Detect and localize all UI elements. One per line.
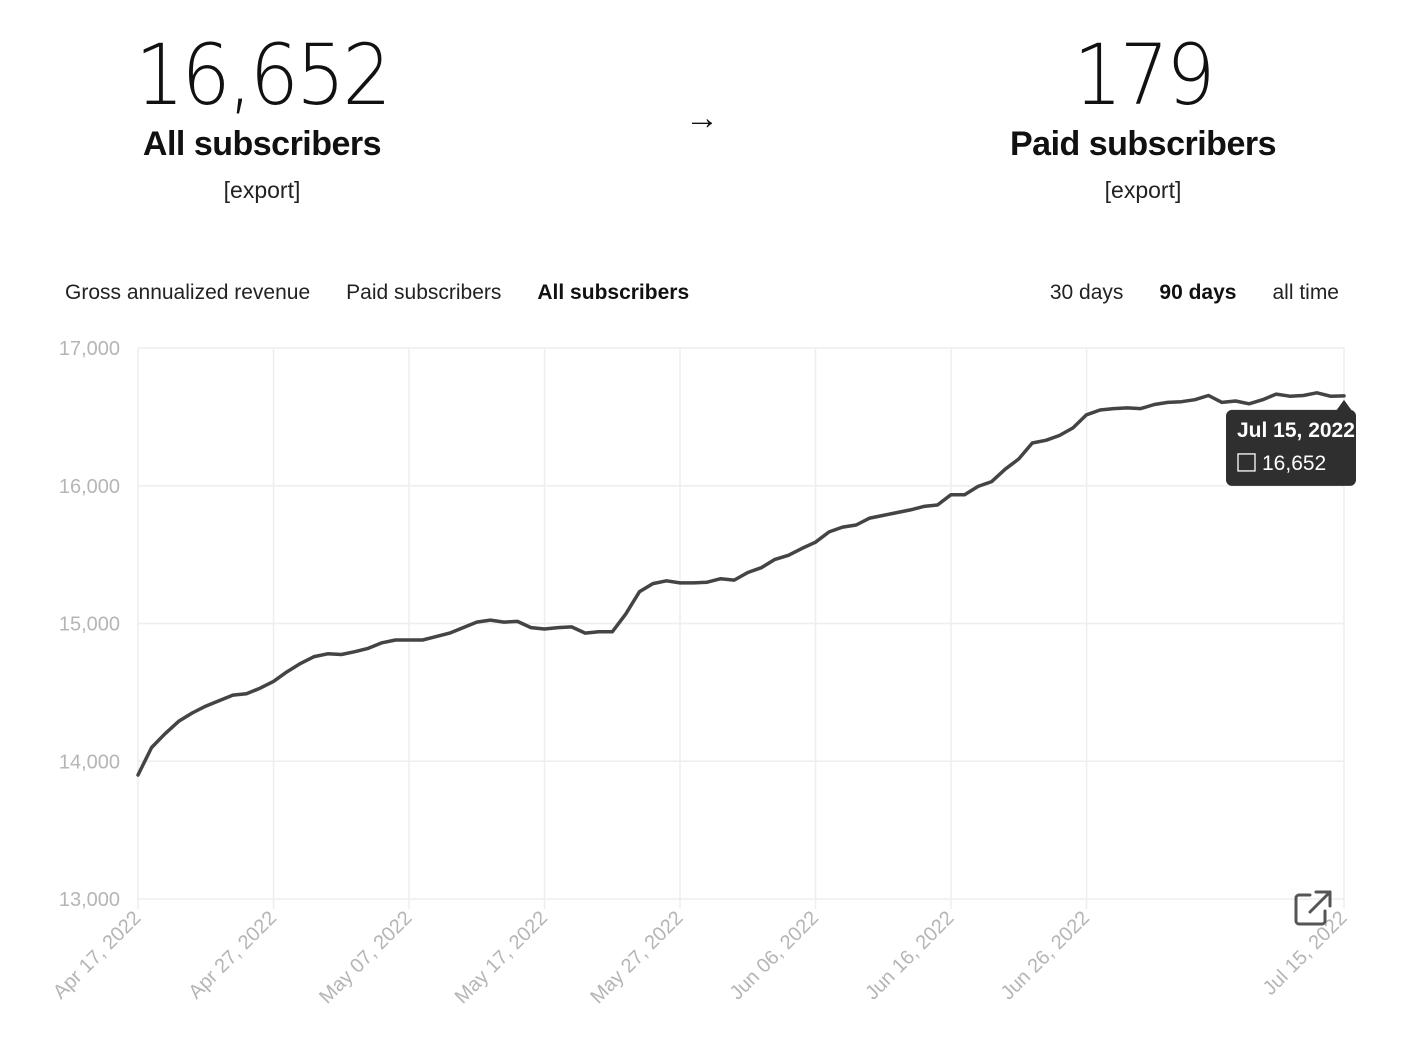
x-axis-ticks: Apr 17, 2022 Apr 27, 2022 May 07, 2022 May …	[49, 907, 1352, 1008]
tooltip-swatch-icon	[1237, 453, 1256, 472]
paid-subscribers-label: Paid subscribers	[1009, 125, 1277, 163]
x-tick-label: Jun 06, 2022	[726, 907, 823, 1004]
open-external-icon[interactable]	[1294, 890, 1332, 926]
x-tick-label: May 27, 2022	[586, 907, 687, 1008]
arrow-right-icon: →	[685, 99, 719, 137]
y-tick-label: 16,000	[59, 476, 120, 498]
y-tick-label: 17,000	[59, 338, 120, 360]
tab-90-days[interactable]: 90 days	[1159, 281, 1237, 304]
x-tick-label: Apr 17, 2022	[49, 907, 146, 1004]
y-tick-label: 14,000	[59, 751, 120, 773]
paid-subscribers-export-link[interactable]: [export]	[1104, 177, 1182, 203]
all-subscribers-series-line	[136, 391, 1346, 777]
tab-all-subscribers[interactable]: All subscribers	[537, 281, 690, 304]
chart-grid	[137, 347, 1345, 909]
x-tick-label: Jun 16, 2022	[861, 907, 958, 1004]
all-subscribers-export-link[interactable]: [export]	[223, 177, 301, 203]
x-tick-label: May 17, 2022	[451, 907, 552, 1008]
y-tick-label: 15,000	[59, 614, 120, 636]
tooltip-value: 16,652	[1262, 452, 1326, 475]
tab-all-time[interactable]: all time	[1272, 281, 1339, 304]
tab-paid-subscribers[interactable]: Paid subscribers	[346, 281, 502, 304]
x-tick-label: Apr 27, 2022	[184, 907, 281, 1004]
x-tick-label: Jul 15, 2022	[1259, 907, 1352, 1000]
tooltip-caret	[1336, 399, 1352, 411]
all-subscribers-count: 16,652	[135, 26, 392, 124]
tab-30-days[interactable]: 30 days	[1049, 281, 1124, 304]
tooltip-date: Jul 15, 2022	[1237, 419, 1355, 442]
metric-tabs: Gross annualized revenue Paid subscriber…	[65, 279, 689, 307]
tooltip-background	[1226, 409, 1356, 486]
x-tick-label: Jun 26, 2022	[997, 907, 1094, 1004]
y-tick-label: 13,000	[59, 889, 120, 911]
open-external-icon-frame	[1294, 893, 1327, 926]
paid-subscribers-count: 179	[1073, 26, 1215, 124]
all-subscribers-label: All subscribers	[142, 125, 382, 163]
tab-gross-annualized-revenue[interactable]: Gross annualized revenue	[65, 281, 311, 304]
paid-subscribers-stat: 179 Paid subscribers [export]	[933, 28, 1353, 204]
x-tick-label: May 07, 2022	[315, 907, 416, 1008]
y-axis-ticks: 13,000 14,000 15,000 16,000 17,000	[59, 338, 120, 911]
open-external-icon-arrow	[1308, 890, 1332, 914]
chart-tooltip: Jul 15, 2022 16,652	[1226, 399, 1356, 486]
all-subscribers-stat: 16,652 All subscribers [export]	[52, 28, 472, 204]
range-tabs: 30 days 90 days all time	[1050, 279, 1339, 307]
